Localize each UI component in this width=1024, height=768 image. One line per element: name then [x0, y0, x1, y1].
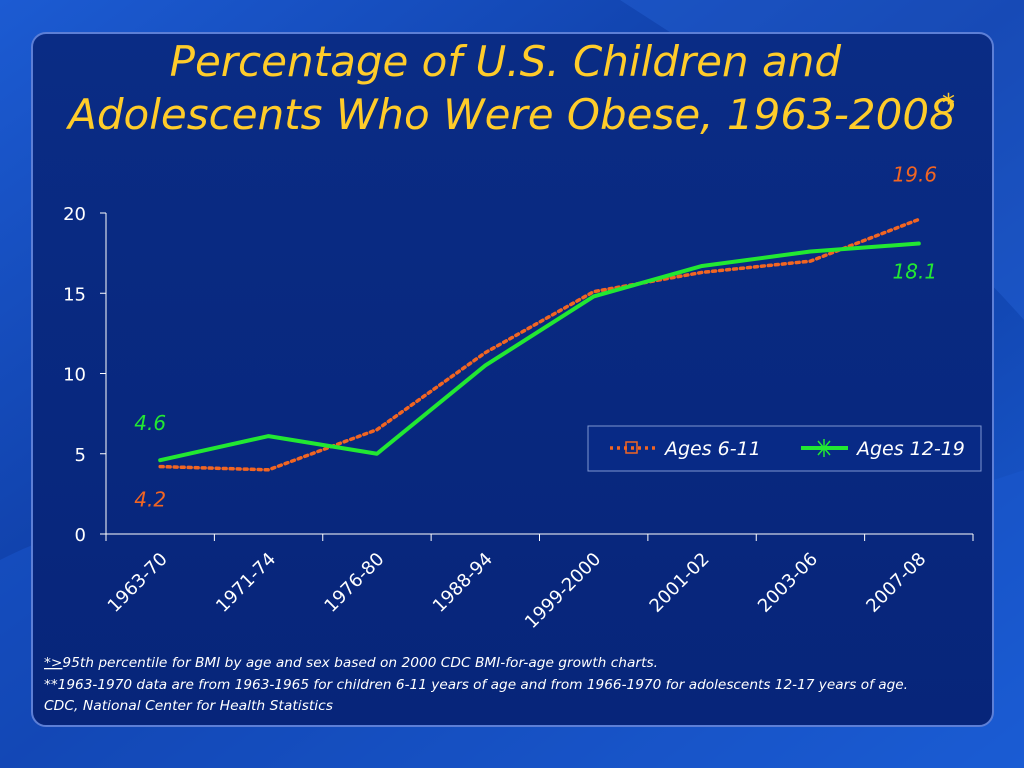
legend-marker-star-icon [817, 439, 831, 457]
data-label: 18.1 [893, 259, 938, 283]
footnote-1: *>95th percentile for BMI by age and sex… [44, 656, 658, 671]
data-label: 4.6 [134, 411, 166, 435]
series-line-ages-12-19 [158, 241, 921, 463]
legend-marker-square-icon [625, 441, 638, 454]
y-tick-label: 5 [75, 445, 86, 466]
footnote-1-marker: *> [44, 656, 62, 671]
y-tick-label: 20 [63, 204, 86, 225]
footnote-2: **1963-1970 data are from 1963-1965 for … [44, 678, 908, 693]
legend-label-ages-6-11: Ages 6-11 [663, 438, 761, 460]
data-label: 4.2 [134, 488, 166, 512]
title-asterisk: * [942, 89, 955, 119]
content-panel [31, 32, 994, 727]
y-tick-label: 0 [75, 525, 86, 546]
footnotes: *>95th percentile for BMI by age and sex… [44, 656, 908, 714]
data-label: 19.6 [893, 162, 938, 186]
footnote-1-text: 95th percentile for BMI by age and sex b… [62, 656, 658, 671]
title-line-2: Adolescents Who Were Obese, 1963-2008 [65, 90, 956, 139]
slide-title: Percentage of U.S. Children and Adolesce… [65, 37, 956, 139]
series-line-ages-6-11 [158, 217, 921, 472]
y-tick-label: 15 [63, 284, 86, 305]
legend-label-ages-12-19: Ages 12-19 [855, 438, 965, 460]
legend: Ages 6-11 Ages 12-19 [587, 425, 982, 472]
y-tick-label: 10 [63, 365, 86, 386]
title-line-1: Percentage of U.S. Children and [170, 37, 842, 86]
footnote-3: CDC, National Center for Health Statisti… [44, 699, 333, 714]
